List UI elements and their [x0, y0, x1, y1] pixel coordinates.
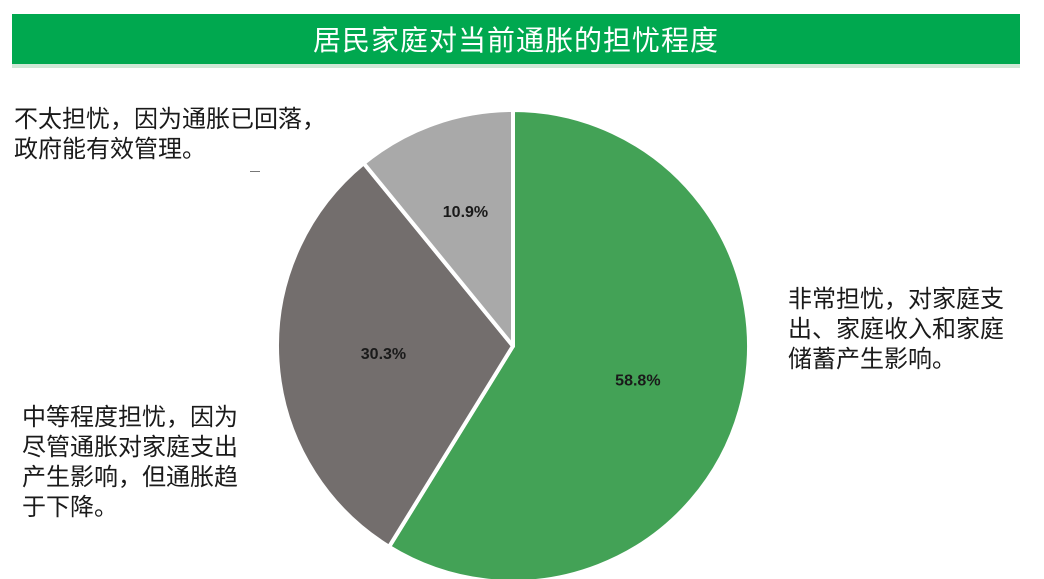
category-label-line: 非常担忧，对家庭支 [788, 285, 1004, 313]
pie-slice [361, 108, 515, 348]
category-label-moderate-concern: 中等程度担忧，因为 尽管通胀对家庭支出 产生影响，但通胀趋 于下降。 [22, 402, 238, 522]
category-label-line: 储蓄产生影响。 [788, 345, 956, 373]
category-label-line: 政府能有效管理。 [14, 135, 206, 163]
category-label-high-concern: 非常担忧，对家庭支 出、家庭收入和家庭 储蓄产生影响。 [788, 284, 1004, 374]
pie-slice [387, 108, 751, 579]
leader-tick [250, 171, 260, 172]
category-label-line: 产生影响，但通胀趋 [22, 463, 238, 491]
title-bar: 居民家庭对当前通胀的担忧程度 [12, 14, 1020, 68]
category-label-line: 于下降。 [22, 493, 118, 521]
chart-title: 居民家庭对当前通胀的担忧程度 [312, 24, 719, 57]
slice-value-label: 58.8% [615, 373, 660, 390]
category-label-line: 出、家庭收入和家庭 [788, 315, 1004, 343]
slice-value-label: 30.3% [361, 346, 406, 363]
slice-value-label: 10.9% [443, 204, 488, 221]
category-label-low-concern: 不太担忧，因为通胀已回落， 政府能有效管理。 [14, 104, 326, 164]
pie-slice [275, 161, 515, 549]
category-label-line: 不太担忧，因为通胀已回落， [14, 105, 326, 133]
category-label-line: 尽管通胀对家庭支出 [22, 433, 238, 461]
category-label-line: 中等程度担忧，因为 [22, 403, 238, 431]
